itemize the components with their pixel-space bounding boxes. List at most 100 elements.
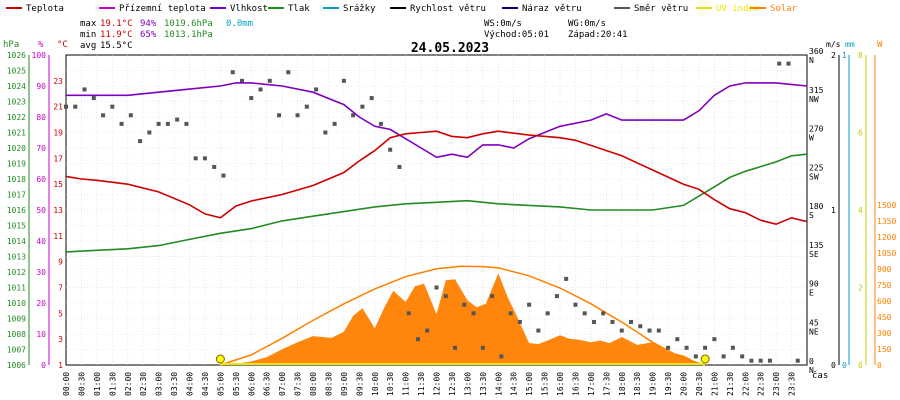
- hpa-tick-label: 1010: [7, 299, 26, 308]
- sunrise-marker: [215, 354, 225, 364]
- wind-direction-point: [119, 121, 124, 126]
- hpa-tick-label: 1024: [7, 82, 26, 91]
- time-tick-label: 02:00: [124, 372, 133, 396]
- wind-direction-point: [573, 302, 578, 307]
- percent-tick-label: 40: [36, 237, 46, 246]
- rain-tick-label: 0: [842, 361, 847, 370]
- temperature-line: [65, 130, 808, 226]
- wind-direction-point: [462, 302, 467, 307]
- stats-min-temp: 11.9°C: [100, 30, 133, 40]
- hpa-tick-label: 1011: [7, 284, 26, 293]
- time-tick-label: 22:00: [741, 372, 750, 396]
- time-tick-label: 22:30: [757, 372, 766, 396]
- wind-tick-label: 0: [831, 361, 836, 370]
- hpa-tick-label: 1007: [7, 346, 26, 355]
- legend-label-5: Rychlost větru: [410, 4, 486, 14]
- wind-direction-point: [758, 358, 763, 363]
- wind-direction-point: [221, 173, 226, 178]
- time-tick-label: 09:00: [340, 372, 349, 396]
- time-tick-label: 10:30: [386, 372, 395, 396]
- wind-direction-point: [397, 164, 402, 169]
- time-tick-label: 12:30: [448, 372, 457, 396]
- time-tick-label: 06:30: [263, 372, 272, 396]
- wind-direction-point: [295, 113, 300, 118]
- legend-label-0: Teplota: [26, 4, 64, 14]
- wind-direction-point: [323, 130, 328, 135]
- stats-avg-label: avg: [80, 41, 96, 51]
- stats-sunrise: Východ:05:01: [484, 30, 549, 40]
- solar-theoretical-line: [220, 265, 706, 366]
- solar-tick-label: 1500: [877, 201, 896, 210]
- celsius-tick-label: 1: [58, 361, 63, 370]
- celsius-tick-label: 23: [53, 77, 63, 86]
- wind-direction-point: [341, 78, 346, 83]
- stats-max-pressure: 1019.6hPa: [164, 19, 213, 29]
- wind-direction-point: [490, 294, 495, 299]
- time-tick-label: 06:00: [247, 372, 256, 396]
- sunset-marker: [700, 354, 710, 364]
- direction-tick-card: S: [809, 211, 814, 220]
- solar-tick-label: 1350: [877, 217, 896, 226]
- hpa-tick-label: 1014: [7, 237, 26, 246]
- solar-tick-label: 1200: [877, 233, 896, 242]
- direction-tick-card: N: [809, 56, 814, 65]
- direction-tick-deg: 360: [809, 47, 824, 56]
- wind-direction-point: [638, 324, 643, 329]
- direction-tick-deg: 270: [809, 125, 824, 134]
- celsius-tick-label: 21: [53, 103, 63, 112]
- time-tick-label: 03:30: [170, 372, 179, 396]
- percent-tick-label: 90: [36, 82, 46, 91]
- time-tick-label: 14:00: [494, 372, 503, 396]
- celsius-tick-label: 15: [53, 180, 63, 189]
- percent-tick-label: 80: [36, 113, 46, 122]
- uv-tick-label: 0: [858, 361, 863, 370]
- celsius-tick-label: 7: [58, 284, 63, 293]
- percent-tick-label: 20: [36, 299, 46, 308]
- plot-area: [64, 61, 808, 366]
- celsius-tick-label: 13: [53, 206, 63, 215]
- celsius-tick-label: 19: [53, 129, 63, 138]
- hpa-tick-label: 1025: [7, 67, 26, 76]
- wind-direction-point: [740, 354, 745, 359]
- wind-direction-point: [749, 358, 754, 363]
- wind-direction-point: [480, 345, 485, 350]
- uv-tick-label: 6: [858, 129, 863, 138]
- celsius-tick-label: 5: [58, 309, 63, 318]
- wind-direction-point: [128, 113, 133, 118]
- stats-wind-gust: WG:0m/s: [568, 19, 606, 29]
- wind-direction-point: [360, 104, 365, 109]
- time-tick-label: 07:00: [278, 372, 287, 396]
- wind-tick-label: 2: [831, 51, 836, 60]
- wind-direction-point: [610, 319, 615, 324]
- percent-tick-label: 50: [36, 206, 46, 215]
- wind-direction-point: [314, 87, 319, 92]
- wind-direction-point: [582, 311, 587, 316]
- wind-direction-point: [795, 358, 800, 363]
- time-tick-label: 05:30: [232, 372, 241, 396]
- stats-rain-total: 0.0mm: [226, 19, 253, 29]
- hpa-tick-label: 1006: [7, 361, 26, 370]
- celsius-tick-label: 9: [58, 258, 63, 267]
- percent-tick-label: 70: [36, 144, 46, 153]
- wind-direction-point: [591, 319, 596, 324]
- solar-tick-label: 450: [877, 313, 892, 322]
- stats-max-humidity: 94%: [140, 19, 157, 29]
- axis-unit-wind: m/s: [826, 40, 841, 49]
- time-tick-label: 16:00: [556, 372, 565, 396]
- time-tick-label: 05:00: [216, 372, 225, 396]
- time-tick-label: 08:30: [324, 372, 333, 396]
- wind-direction-point: [212, 164, 217, 169]
- time-tick-label: 20:00: [680, 372, 689, 396]
- direction-tick-deg: 45: [809, 318, 819, 327]
- wind-direction-point: [675, 337, 680, 342]
- hpa-tick-label: 1021: [7, 129, 26, 138]
- direction-tick-deg: 225: [809, 163, 824, 172]
- wind-tick-label: 1: [831, 206, 836, 215]
- legend-label-1: Přízemní teplota: [119, 4, 206, 14]
- axis-unit-hpa: hPa: [3, 40, 19, 50]
- legend-label-4: Srážky: [343, 4, 376, 14]
- wind-direction-point: [184, 121, 189, 126]
- time-axis: 00:00 00:30 01:00 01:30 02:00 02:30 03:00 03:30…: [62, 370, 828, 396]
- wind-direction-point: [629, 319, 634, 324]
- hpa-tick-label: 1013: [7, 253, 26, 262]
